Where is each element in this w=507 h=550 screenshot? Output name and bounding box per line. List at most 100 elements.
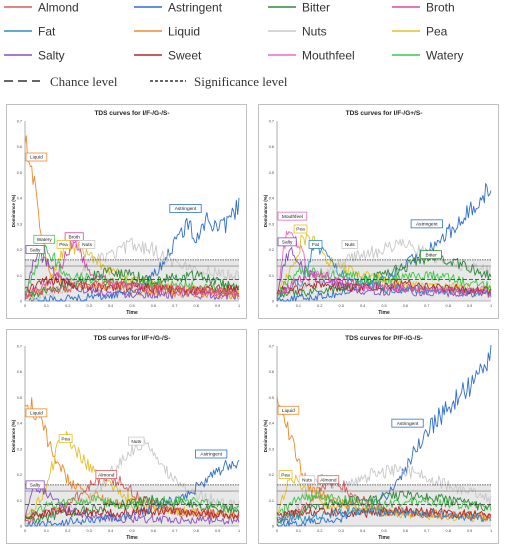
chart-3-annotation-box: [25, 408, 48, 418]
chart-2-xtick-label: 0.4: [360, 304, 365, 308]
chart-3-ytick-label: 0.5: [17, 396, 22, 400]
chart-3-ytick-label: 0.6: [17, 370, 22, 374]
chart-1-xtick-label: 0.1: [44, 304, 49, 308]
chart-4-xtick-label: 0.6: [403, 529, 408, 533]
legend-label-almond: Almond: [38, 1, 79, 15]
chart-2-ytick-label: 0.4: [269, 197, 274, 201]
chart-panel-3: TDS curves for I/F+/G-/S- 0 0.1 0.2 0.3 0.4 0.…: [6, 329, 247, 544]
chart-2-xtick-label: 0: [276, 304, 278, 308]
chart-2-annotation-box: [277, 237, 297, 247]
chart-2-ytick-label: 0.7: [269, 120, 274, 124]
chart-4-annotation-box: [277, 405, 300, 415]
chart-4-annotation-astringent: Astringent: [397, 421, 419, 427]
chart-1-ytick-label: 0.2: [17, 248, 22, 252]
chart-1-xlabel: Time: [126, 310, 138, 316]
chart-1-series-liquid: [24, 135, 240, 301]
chart-3-xtick-label: 0.4: [108, 529, 113, 533]
chart-1-xtick-label: 1: [238, 304, 240, 308]
chart-4-xtick-label: 0.3: [339, 529, 344, 533]
chart-4-title: TDS curves for P/F-/G-/S-: [345, 335, 423, 342]
chart-1-ytick-label: 0: [20, 300, 22, 304]
chart-4-xtick-label: 0.1: [296, 529, 301, 533]
chart-3-ytick-label: 0.2: [17, 473, 22, 477]
chart-1-xtick-label: 0.4: [108, 304, 113, 308]
chart-4-ytick-label: 0: [272, 525, 274, 529]
legend-label-pea: Pea: [426, 25, 448, 39]
chart-4-ytick-label: 0.3: [269, 447, 274, 451]
chart-2-annotation-pea: Pea: [296, 227, 305, 233]
legend-label-chance-level: Chance level: [50, 74, 118, 89]
chart-4-xtick-label: 0.2: [317, 529, 322, 533]
chart-3-xtick-label: 0.5: [129, 529, 134, 533]
chart-4-series-fat: [276, 507, 492, 525]
chart-3-annotation-almond: Almond: [98, 472, 115, 478]
legend-label-mouthfeel: Mouthfeel: [302, 49, 355, 63]
chart-2-xtick-label: 0.7: [424, 304, 429, 308]
chart-1-xtick-label: 0.3: [87, 304, 92, 308]
chart-4-annotation-box: [391, 418, 424, 428]
chart-3-ytick-label: 0: [20, 525, 22, 529]
chart-4-series-bitter: [276, 490, 492, 524]
chart-1-annotation-pea: Pea: [59, 242, 68, 248]
chart-2-xtick-label: 0.3: [339, 304, 344, 308]
chart-2-series-broth: [276, 271, 492, 299]
chart-1-ylabel: Dominance (%): [11, 194, 16, 227]
chart-3-xtick-label: 0.8: [194, 529, 199, 533]
chart-4-series-sweet: [276, 505, 492, 519]
chart-2-annotation-astringent: Astringent: [416, 222, 438, 228]
chart-2-xtick-label: 0.8: [446, 304, 451, 308]
chart-1-ytick-label: 0.1: [17, 274, 22, 278]
chart-3-annotation-box: [95, 470, 118, 479]
chart-1-annotation-box: [56, 240, 71, 249]
chart-4-series-astringent: [276, 344, 492, 527]
chart-2-xtick-label: 0.6: [403, 304, 408, 308]
chart-1-annotation-broth: Broth: [68, 234, 80, 240]
chart-4-annotation-liquid: Liquid: [282, 408, 295, 414]
legend-label-astringent: Astringent: [168, 1, 223, 15]
chart-2-ytick-label: 0.5: [269, 171, 274, 175]
chart-1-xtick-label: 0.6: [151, 304, 156, 308]
chart-2-annotation-box: [410, 219, 443, 229]
chart-panel-2: TDS curves for I/F-/G+/S- 0 0.1 0.2 0.3 0.4 0.…: [258, 104, 499, 319]
chart-3-annotation-box: [128, 436, 145, 446]
chart-1-annotation-box: [78, 240, 96, 249]
chart-3-annotation-astringent: Astringent: [200, 452, 222, 458]
chart-2-series-astringent: [276, 183, 492, 302]
chart-2-annotation-box: [277, 211, 308, 221]
chart-1-annotation-watery: Watery: [37, 237, 53, 243]
chart-2-annotation-salty: Salty: [282, 240, 293, 246]
chart-1-annotation-box: [25, 152, 48, 162]
chart-3-annotation-nuts: Nuts: [131, 439, 141, 445]
chart-1-series-astringent: [24, 197, 240, 302]
chart-2-annotation-bitter: Bitter: [425, 252, 437, 258]
chart-4-ytick-label: 0.1: [269, 499, 274, 503]
chart-1-xtick-label: 0.7: [172, 304, 177, 308]
chart-2-ytick-label: 0.3: [269, 222, 274, 226]
chart-2-annotation-box: [341, 240, 358, 249]
chart-2-ytick-label: 0.1: [269, 274, 274, 278]
legend-label-liquid: Liquid: [168, 25, 200, 39]
chart-4-annotation-almond: Almond: [320, 477, 337, 483]
chart-1-xtick-label: 0.2: [65, 304, 70, 308]
chart-3-ytick-label: 0.4: [17, 422, 22, 426]
chart-1-annotation-liquid: Liquid: [30, 155, 43, 161]
chart-1-annotation-box: [64, 232, 84, 242]
legend-label-salty: Salty: [38, 49, 65, 63]
chart-3-annotation-box: [195, 449, 228, 459]
chart-4-xtick-label: 0.7: [424, 529, 429, 533]
chart-3-ylabel: Dominance (%): [11, 419, 16, 452]
chart-4-xtick-label: 0: [276, 529, 278, 533]
chart-4-annotation-box: [278, 470, 293, 479]
chart-4-ytick-label: 0.5: [269, 396, 274, 400]
chart-2-xtick-label: 0.1: [296, 304, 301, 308]
chart-1-xtick-label: 0: [24, 304, 26, 308]
chart-1-title: TDS curves for I/F-/G-/S-: [94, 110, 169, 117]
legend-label-nuts: Nuts: [302, 25, 327, 39]
chart-1-ytick-label: 0.6: [17, 145, 22, 149]
chart-3-ytick-label: 0.1: [17, 499, 22, 503]
chart-4-xtick-label: 0.8: [446, 529, 451, 533]
chart-1-ytick-label: 0.3: [17, 222, 22, 226]
chart-4-ytick-label: 0.6: [269, 370, 274, 374]
chart-1-annotation-box: [33, 234, 56, 244]
chart-2-annotation-nuts: Nuts: [345, 242, 355, 248]
